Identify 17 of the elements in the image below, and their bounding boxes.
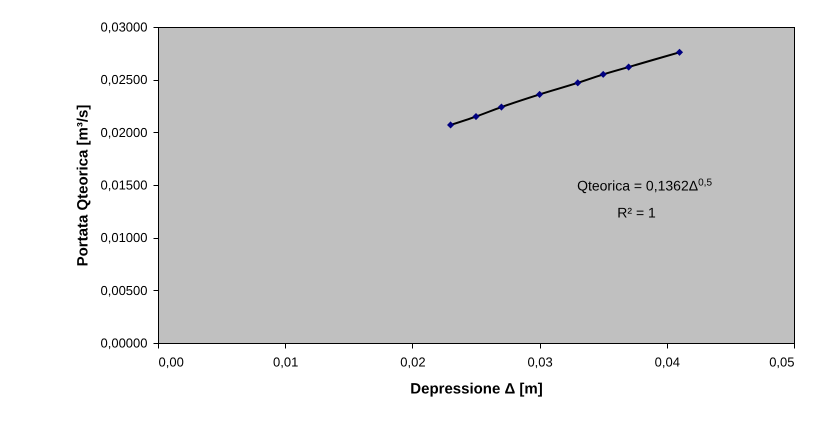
y-tick-label: 0,03000 [100,20,148,34]
y-tick-label: 0,01000 [100,230,148,246]
x-tick-label: 0,04 [654,354,680,370]
x-axis-title: Depressione Δ [m] [410,380,543,398]
x-tick-label: 0,00 [158,354,184,370]
x-tick-label: 0,03 [527,354,553,370]
annotation: Qteorica = 0,1362Δ$^{0,5}$ [577,177,712,194]
annotation: R² = 1 [617,204,656,221]
y-tick-label: 0,00000 [100,336,148,350]
x-tick-label: 0,05 [769,354,794,370]
y-tick-label: 0,00500 [100,282,148,298]
x-tick-label: 0,01 [273,354,298,370]
y-tick-label: 0,02500 [100,72,148,88]
y-tick-label: 0,01500 [100,178,148,192]
x-tick-label: 0,02 [400,354,426,370]
y-tick-label: 0,02000 [100,124,148,140]
y-axis-title: Portata Qteorica [m³/s] [74,104,92,266]
